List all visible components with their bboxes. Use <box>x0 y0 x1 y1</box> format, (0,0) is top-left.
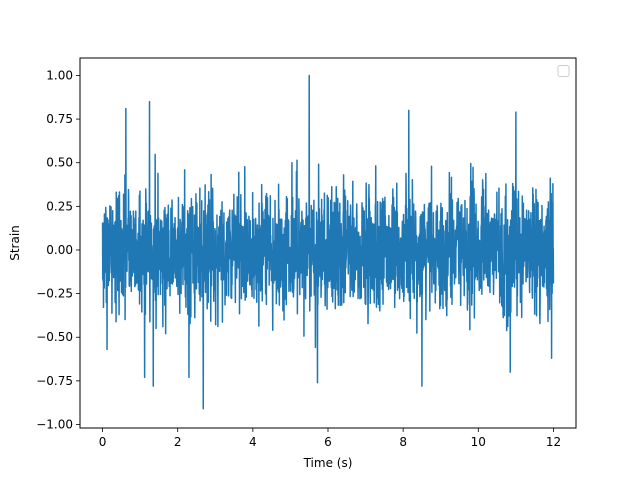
series-layer <box>101 74 555 410</box>
x-axis-label: Time (s) <box>303 456 353 470</box>
y-axis-label: Strain <box>8 225 22 261</box>
y-tick-label: 0.00 <box>46 243 73 257</box>
x-tick-label: 12 <box>546 435 561 449</box>
x-tick-label: 8 <box>399 435 407 449</box>
y-tick-label: −1.00 <box>36 418 73 432</box>
y-tick-label: 1.00 <box>46 68 73 82</box>
y-tick-label: −0.25 <box>36 287 73 301</box>
legend-box <box>557 65 570 77</box>
y-tick-label: 0.25 <box>46 199 73 213</box>
x-tick-label: 4 <box>249 435 257 449</box>
x-axis: 0 2 4 6 8 10 12 <box>99 428 561 449</box>
x-tick-label: 0 <box>99 435 107 449</box>
x-tick-label: 2 <box>174 435 182 449</box>
y-tick-label: 0.50 <box>46 156 73 170</box>
y-axis: −1.00 −0.75 −0.50 −0.25 0.00 0.25 0.50 0.75 1.00 <box>36 68 80 432</box>
y-tick-label: −0.75 <box>36 374 73 388</box>
y-tick-label: −0.50 <box>36 330 73 344</box>
x-tick-label: 6 <box>324 435 332 449</box>
strain-series-line <box>101 74 555 410</box>
y-tick-label: 0.75 <box>46 112 73 126</box>
x-tick-label: 10 <box>471 435 486 449</box>
